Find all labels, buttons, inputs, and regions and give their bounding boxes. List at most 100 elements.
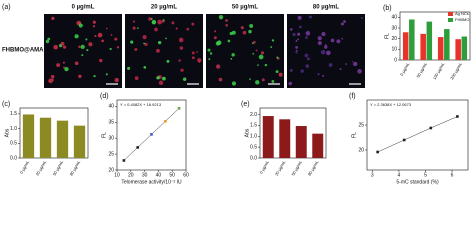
bar xyxy=(409,19,415,60)
panel-label: (c) xyxy=(2,101,10,108)
y-tick-label: 0.0 xyxy=(10,155,17,161)
y-tick-label: 20 xyxy=(358,147,364,153)
cell xyxy=(345,63,348,66)
bar xyxy=(22,114,35,158)
cell xyxy=(249,78,251,80)
cell xyxy=(304,53,309,58)
point xyxy=(456,115,459,118)
cell xyxy=(328,63,333,67)
cell xyxy=(63,66,66,69)
y-tick-label: 30 xyxy=(108,136,114,142)
panel-label: (b) xyxy=(383,5,392,12)
fit-line xyxy=(377,116,458,153)
cell xyxy=(86,49,89,52)
cell xyxy=(157,19,163,25)
cell xyxy=(114,37,118,41)
cell xyxy=(186,27,190,31)
cell xyxy=(258,54,264,60)
cell xyxy=(216,40,222,45)
x-tick-label: 50 xyxy=(169,172,175,178)
cell xyxy=(276,56,279,59)
cell xyxy=(264,63,268,67)
cell xyxy=(213,36,217,40)
cell xyxy=(93,74,96,78)
y-tick-label: 25 xyxy=(108,151,114,157)
cell xyxy=(339,68,342,71)
cell xyxy=(225,19,228,22)
bar xyxy=(279,119,291,158)
y-tick-label: 40 xyxy=(108,104,114,110)
cell xyxy=(295,51,298,54)
point xyxy=(402,138,406,142)
column-label: 0 µg/mL xyxy=(72,5,95,11)
annotation: Y = 0.4082X + 16.9213 xyxy=(120,102,162,107)
cell xyxy=(60,41,65,46)
cell xyxy=(361,17,363,19)
cell xyxy=(214,30,217,33)
micrographs xyxy=(44,14,365,88)
cell xyxy=(142,35,147,40)
cell xyxy=(208,58,211,61)
cell xyxy=(255,80,260,85)
cell xyxy=(297,38,300,41)
cell xyxy=(317,41,322,46)
cell xyxy=(51,78,54,82)
y-tick-label: 0.5 xyxy=(250,144,257,150)
y-tick-label: 20 xyxy=(391,36,397,42)
cell xyxy=(317,73,320,76)
x-tick-label: 80 µg/mL xyxy=(69,159,82,177)
cell xyxy=(85,38,88,41)
legend-label: FHBMO xyxy=(455,17,469,22)
cell xyxy=(97,32,103,38)
cell xyxy=(231,53,235,57)
cell xyxy=(183,77,187,81)
bar xyxy=(437,37,444,60)
cell xyxy=(171,21,175,25)
bar xyxy=(444,29,450,60)
panel-label: (e) xyxy=(241,101,250,108)
cell xyxy=(357,69,362,74)
cell xyxy=(252,52,255,55)
cell xyxy=(248,29,252,34)
axes-frame xyxy=(399,11,471,61)
cell xyxy=(92,25,96,28)
cell xyxy=(295,40,298,42)
axes-frame xyxy=(116,99,187,171)
cell xyxy=(207,48,211,52)
cell xyxy=(94,35,97,38)
bar xyxy=(455,39,461,60)
cell xyxy=(290,28,293,31)
cell xyxy=(261,78,265,82)
cell xyxy=(78,74,82,79)
cell xyxy=(51,16,55,21)
cell xyxy=(198,60,201,63)
row-label: FHBMO@AMA xyxy=(2,48,44,54)
point xyxy=(122,159,126,162)
cell xyxy=(132,20,136,23)
axes-frame xyxy=(19,107,89,159)
x-tick-label: 50 µg/mL xyxy=(52,159,65,177)
cell xyxy=(144,42,148,46)
cell xyxy=(178,59,181,62)
x-tick-label: 4 xyxy=(398,172,401,178)
bar xyxy=(426,21,433,61)
cell xyxy=(50,75,55,79)
y-tick-label: 35 xyxy=(108,120,114,126)
column-label: 80 µg/mL xyxy=(313,5,339,11)
cell xyxy=(275,70,279,74)
cell xyxy=(218,77,223,82)
x-tick-label: 10 xyxy=(114,172,120,178)
bar xyxy=(73,125,86,158)
cell xyxy=(105,73,108,76)
bar xyxy=(39,117,52,158)
cell xyxy=(156,76,160,80)
cell xyxy=(255,49,258,52)
cell xyxy=(175,27,178,30)
cell xyxy=(230,57,233,60)
cell xyxy=(330,38,335,43)
cell xyxy=(158,80,164,85)
bar xyxy=(295,126,307,158)
cell xyxy=(297,32,301,36)
legend-swatch xyxy=(448,18,453,22)
cell xyxy=(127,66,131,70)
